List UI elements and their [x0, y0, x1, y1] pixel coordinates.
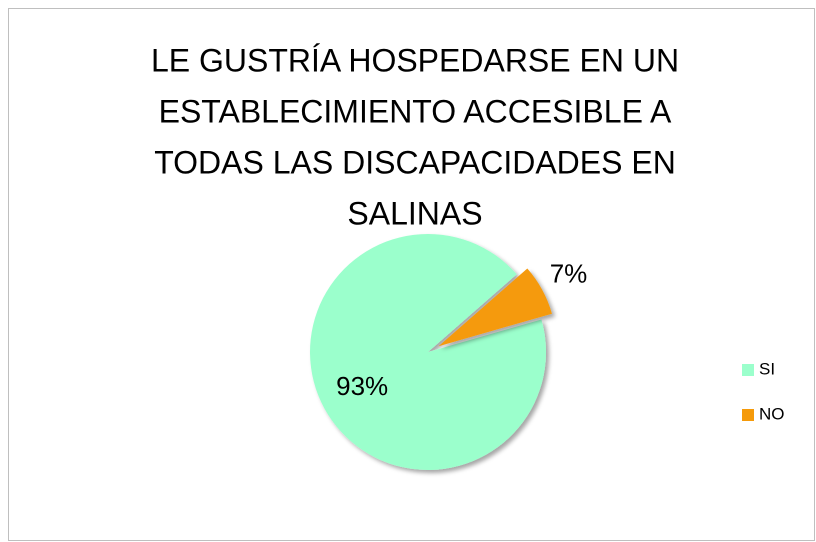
legend-label: SI	[759, 359, 775, 378]
data-label: 93%	[336, 371, 388, 401]
legend-swatch	[742, 409, 754, 421]
chart-title: ESTABLECIMIENTO ACCESIBLE A	[159, 93, 672, 129]
pie-slice	[438, 268, 552, 347]
pie-slice	[310, 233, 546, 470]
chart-title: SALINAS	[347, 195, 482, 231]
legend-label: NO	[759, 404, 785, 423]
legend-swatch	[742, 364, 754, 376]
chart-title: LE GUSTRÍA HOSPEDARSE EN UN	[151, 42, 679, 78]
data-label: 7%	[550, 258, 588, 288]
chart-title: TODAS LAS DISCAPACIDADES EN	[154, 144, 676, 180]
